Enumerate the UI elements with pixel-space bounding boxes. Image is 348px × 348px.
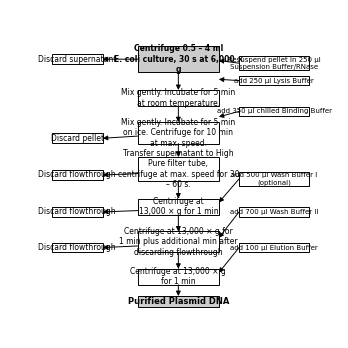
Text: Centrifuge at
13,000 × g for 1 min: Centrifuge at 13,000 × g for 1 min [139,197,218,216]
Text: add 100 µl Elution Buffer: add 100 µl Elution Buffer [230,245,318,251]
FancyBboxPatch shape [239,76,309,86]
FancyBboxPatch shape [239,243,309,252]
Text: Mix gently. Incubate for 5 min
at room temperature.: Mix gently. Incubate for 5 min at room t… [121,88,236,108]
Text: Transfer supernatant to High
Pure filter tube,
centrifuge at max. speed for 30
–: Transfer supernatant to High Pure filter… [118,149,239,189]
Text: Discard flowthrough: Discard flowthrough [38,207,116,216]
Text: Centrifuge 0.5 – 4 ml
E. coli culture, 30 s at 6,000 ×
g: Centrifuge 0.5 – 4 ml E. coli culture, 3… [113,44,243,74]
FancyBboxPatch shape [52,243,103,252]
Text: Purified Plasmid DNA: Purified Plasmid DNA [128,297,229,306]
Text: add 700 µl Wash Buffer II: add 700 µl Wash Buffer II [230,209,318,215]
FancyBboxPatch shape [138,157,219,181]
FancyBboxPatch shape [239,172,309,185]
FancyBboxPatch shape [52,54,103,64]
FancyBboxPatch shape [52,207,103,217]
Text: Mix gently. Incubate for 5 min
on ice. Centrifuge for 10 min
at max. speed.: Mix gently. Incubate for 5 min on ice. C… [121,118,236,148]
Text: Centrifuge at 13,000 × g for
1 min plus additional min after
discarding flowthro: Centrifuge at 13,000 × g for 1 min plus … [119,227,238,257]
Text: Discard supernatant: Discard supernatant [38,55,116,64]
FancyBboxPatch shape [52,133,103,143]
Text: Centrifuge at 13,000 × g
for 1 min: Centrifuge at 13,000 × g for 1 min [130,267,226,286]
FancyBboxPatch shape [239,106,309,116]
FancyBboxPatch shape [52,170,103,180]
Text: Discard pellet: Discard pellet [51,134,104,143]
FancyBboxPatch shape [138,231,219,252]
Text: Resuspend pellet in 250 µl
Suspension Buffer/RNase: Resuspend pellet in 250 µl Suspension Bu… [228,57,321,70]
FancyBboxPatch shape [138,269,219,285]
FancyBboxPatch shape [138,46,219,72]
FancyBboxPatch shape [138,122,219,144]
Text: add 350 µl chilled Binding Buffer: add 350 µl chilled Binding Buffer [216,109,332,114]
Text: add 250 µl Lysis Buffer: add 250 µl Lysis Buffer [234,78,314,84]
FancyBboxPatch shape [138,198,219,215]
Text: add 500 µl Wash Buffer I
(optional): add 500 µl Wash Buffer I (optional) [231,172,317,186]
FancyBboxPatch shape [138,296,219,307]
FancyBboxPatch shape [138,90,219,106]
Text: Discard flowthrough: Discard flowthrough [38,171,116,180]
Text: Discard flowthrough: Discard flowthrough [38,243,116,252]
FancyBboxPatch shape [239,207,309,217]
FancyBboxPatch shape [239,56,309,70]
